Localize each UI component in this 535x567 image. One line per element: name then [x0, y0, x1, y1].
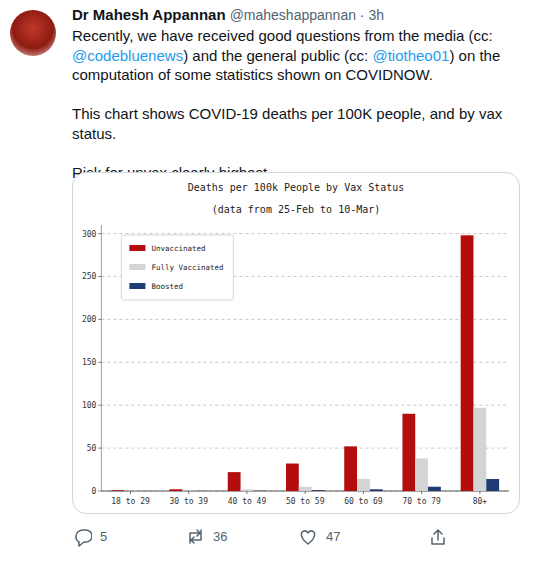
y-tick — [98, 448, 101, 449]
y-tick — [98, 276, 101, 277]
x-tick-label: 80+ — [473, 497, 488, 506]
action-count: 47 — [326, 529, 340, 544]
bar — [415, 458, 428, 491]
y-tick-label: 250 — [82, 272, 97, 281]
legend-label: Boosted — [151, 282, 183, 291]
mention: @codebluenews — [72, 47, 183, 64]
bar — [286, 464, 299, 491]
reply-icon[interactable] — [72, 527, 92, 547]
legend-box — [121, 235, 233, 300]
y-tick-label: 300 — [82, 230, 97, 239]
x-tick-label: 30 to 39 — [169, 497, 208, 506]
chart-subtitle: (data from 25-Feb to 10-Mar) — [212, 204, 381, 215]
author-name: Dr Mahesh Appannan — [72, 6, 226, 23]
action-count: 5 — [100, 529, 107, 544]
x-tick — [363, 491, 364, 494]
x-tick — [479, 491, 480, 494]
avatar — [10, 10, 56, 56]
grid-line — [101, 233, 509, 234]
y-tick-label: 0 — [92, 487, 97, 496]
bar — [182, 490, 195, 491]
y-tick — [98, 491, 101, 492]
bar — [170, 489, 183, 491]
bar — [241, 489, 254, 491]
bar — [124, 490, 137, 491]
bar — [137, 491, 150, 492]
grid-line — [101, 448, 509, 449]
legend-swatch — [129, 283, 145, 289]
y-tick-label: 200 — [82, 315, 97, 324]
like-icon[interactable] — [298, 527, 318, 547]
x-tick — [246, 491, 247, 494]
share-icon-shape — [432, 530, 444, 544]
x-tick-label: 40 to 49 — [228, 497, 267, 506]
x-tick — [188, 491, 189, 494]
grid-line — [101, 405, 509, 406]
retweet-icon-shape — [190, 530, 201, 543]
x-tick-label: 18 to 29 — [111, 497, 150, 506]
bar — [486, 479, 499, 491]
bar — [357, 479, 370, 491]
legend-label: Unvaccinated — [151, 244, 205, 253]
chart-title: Deaths per 100k People by Vax Status — [188, 182, 405, 193]
chart: Deaths per 100k People by Vax Status (dat… — [73, 173, 519, 513]
x-tick-label: 60 to 69 — [344, 497, 383, 506]
x-tick-label: 70 to 79 — [402, 497, 441, 506]
grid-line — [101, 362, 509, 363]
bar — [461, 235, 474, 491]
y-tick — [98, 362, 101, 363]
tweet-paragraph: Recently, we have received good question… — [72, 26, 522, 85]
legend-label: Fully Vaccinated — [151, 263, 223, 272]
tweet-paragraph: This chart shows COVID-19 deaths per 100… — [72, 104, 522, 143]
y-tick-label: 150 — [82, 358, 97, 367]
y-tick-label: 50 — [87, 444, 97, 453]
bar — [428, 487, 441, 491]
y-axis-line — [101, 225, 102, 491]
mention: @tiotheo01 — [372, 47, 449, 64]
bar — [402, 414, 415, 491]
legend-swatch — [129, 245, 145, 251]
bar — [228, 472, 241, 491]
text-run: ) and the general public (cc: — [183, 47, 372, 64]
bar — [253, 490, 266, 491]
x-tick — [305, 491, 306, 494]
x-tick-label: 50 to 59 — [286, 497, 325, 506]
bar — [473, 408, 486, 491]
bar — [195, 490, 208, 491]
legend: Unvaccinated Fully Vaccinated Boosted — [121, 235, 233, 300]
reply-icon-shape — [76, 530, 92, 546]
text-run: Recently, we have received good question… — [72, 27, 493, 44]
bar — [299, 487, 312, 491]
like-icon-shape — [301, 531, 314, 544]
y-tick — [98, 405, 101, 406]
retweet-icon[interactable] — [185, 527, 205, 547]
bar — [312, 490, 325, 491]
bar — [111, 490, 124, 491]
chart-card: Deaths per 100k People by Vax Status (dat… — [72, 172, 520, 514]
y-tick-label: 100 — [82, 401, 97, 410]
x-tick — [130, 491, 131, 494]
bars — [111, 235, 499, 491]
grid-line — [101, 319, 509, 320]
x-tick — [421, 491, 422, 494]
share-icon[interactable] — [428, 527, 448, 547]
text-run: This chart shows COVID-19 deaths per 100… — [72, 105, 502, 142]
action-count: 36 — [213, 529, 227, 544]
bar — [370, 489, 383, 491]
y-tick — [98, 319, 101, 320]
y-tick — [98, 233, 101, 234]
legend-swatch — [129, 264, 145, 270]
handle-time: @maheshappannan · 3h — [230, 7, 384, 23]
bar — [344, 446, 357, 491]
